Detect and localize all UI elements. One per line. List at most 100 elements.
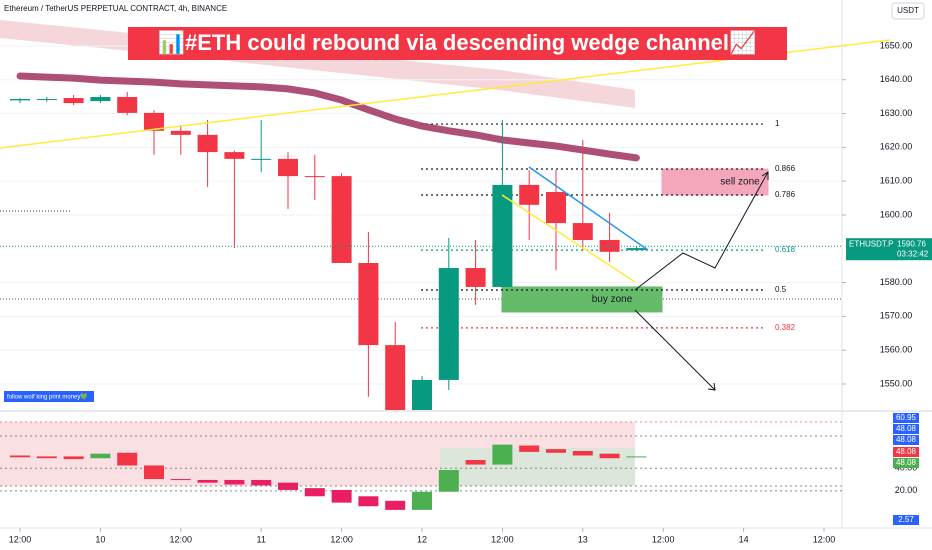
value-badge-label: 48.08 [896, 458, 917, 467]
x-tick-label: 12:00 [330, 534, 353, 544]
candle-body [197, 134, 218, 153]
indicator-bar [412, 491, 432, 510]
candle-body [385, 345, 406, 410]
y-tick-label: 1620.00 [880, 142, 913, 152]
indicator-bar [224, 479, 245, 485]
x-tick-label: 12:00 [9, 534, 32, 544]
y-tick-label: 1610.00 [880, 176, 913, 186]
plot [0, 45, 846, 532]
candle-body [90, 97, 111, 102]
currency-button[interactable] [891, 2, 925, 20]
fib-label: 1 [775, 119, 780, 128]
candle-body [144, 112, 164, 131]
indicator-bar [492, 444, 513, 465]
x-tick-label: 12:00 [652, 534, 675, 544]
wedge-line [501, 194, 636, 283]
y-tick-label: 1650.00 [880, 40, 913, 50]
indicator-bar [385, 500, 406, 510]
countdown: 03:32:42 [897, 249, 929, 258]
zone-label: sell zone [720, 177, 760, 188]
arrow-head [707, 382, 716, 391]
indicator-bar [10, 455, 30, 458]
candle-body [304, 176, 325, 178]
value-badge [893, 458, 919, 468]
price-badge [846, 238, 932, 261]
candle-body [492, 184, 513, 287]
candle-body [519, 184, 540, 205]
projection [634, 309, 716, 391]
chart-subtitle: Ethereum / TetherUS PERPETUAL CONTRACT, … [4, 4, 227, 13]
value-badge-label: 48.08 [896, 424, 917, 433]
value-badge [893, 515, 919, 525]
indicator-bar [465, 460, 486, 465]
projection [634, 171, 769, 291]
candle-body [36, 99, 57, 101]
candle-body [331, 176, 352, 263]
indicator-bar [599, 453, 620, 459]
y-tick-label: 1560.00 [880, 345, 913, 355]
candle-body [438, 268, 459, 380]
candle-body [251, 158, 272, 160]
fib-label: 0.866 [775, 164, 796, 173]
candle-body [358, 262, 379, 346]
indicator-bar [519, 445, 540, 452]
candle-body [412, 379, 432, 410]
indicator-bar [170, 479, 191, 481]
indicator-bar [90, 453, 111, 459]
fib-label: 0.618 [775, 245, 796, 254]
indicator-bar [546, 449, 566, 453]
fib-label: 0.5 [775, 285, 787, 294]
indicator-bar [626, 456, 647, 458]
value-badge [893, 424, 919, 434]
currency[interactable]: USDT [897, 6, 919, 15]
note-box [4, 391, 94, 402]
indicator-bar [117, 452, 138, 466]
y-tick-label: 20.00 [895, 485, 918, 495]
x-tick-label: 11 [257, 534, 266, 544]
zone [501, 286, 663, 313]
x-tick-label: 10 [95, 534, 105, 544]
x-tick-label: 12:00 [491, 534, 514, 544]
candle-body [572, 223, 593, 240]
note: follow wolf king print money💚 [7, 393, 88, 401]
value-badge [893, 435, 919, 445]
value-badge [893, 413, 919, 423]
candle-body [117, 97, 138, 113]
x-tick-label: 13 [578, 534, 588, 544]
indicator-bar [63, 456, 84, 460]
value-badge-label: 2.57 [898, 515, 914, 524]
indicator-bar [144, 465, 164, 480]
y-tick-label: 1550.00 [880, 378, 913, 388]
zone-label: buy zone [592, 294, 633, 305]
y-tick-label: 1570.00 [880, 311, 913, 321]
price-value: 1590.76 [897, 239, 926, 248]
x-tick-label: 12 [417, 534, 427, 544]
value-badge [893, 447, 919, 457]
candle-body [224, 152, 245, 159]
arrow-head [761, 171, 769, 180]
moving-average [16, 72, 640, 162]
candle-body [465, 268, 486, 287]
indicator-bar [438, 470, 459, 492]
zone [661, 168, 769, 196]
x-tick-label: 12:00 [813, 534, 836, 544]
candle-body [170, 130, 191, 135]
indicator-bar [331, 489, 352, 503]
x-tick-label: 14 [739, 534, 749, 544]
fib-label: 0.786 [775, 190, 796, 199]
y-tick-label: 1600.00 [880, 209, 913, 219]
indicator-bar [304, 488, 325, 497]
x-tick-label: 12:00 [170, 534, 193, 544]
candle-body [626, 248, 647, 251]
indicator-bar [251, 479, 272, 486]
y-tick-label: 1580.00 [880, 277, 913, 287]
wedge-line [528, 166, 649, 251]
y-tick-label: 1640.00 [880, 74, 913, 84]
price-symbol: ETHUSDT.P [849, 239, 893, 248]
indicator-bar [572, 450, 593, 456]
indicator-bar [278, 482, 298, 490]
indicator-bar [358, 496, 379, 507]
value-badge-label: 60.95 [896, 413, 917, 422]
value-badge-label: 48.08 [896, 447, 917, 456]
